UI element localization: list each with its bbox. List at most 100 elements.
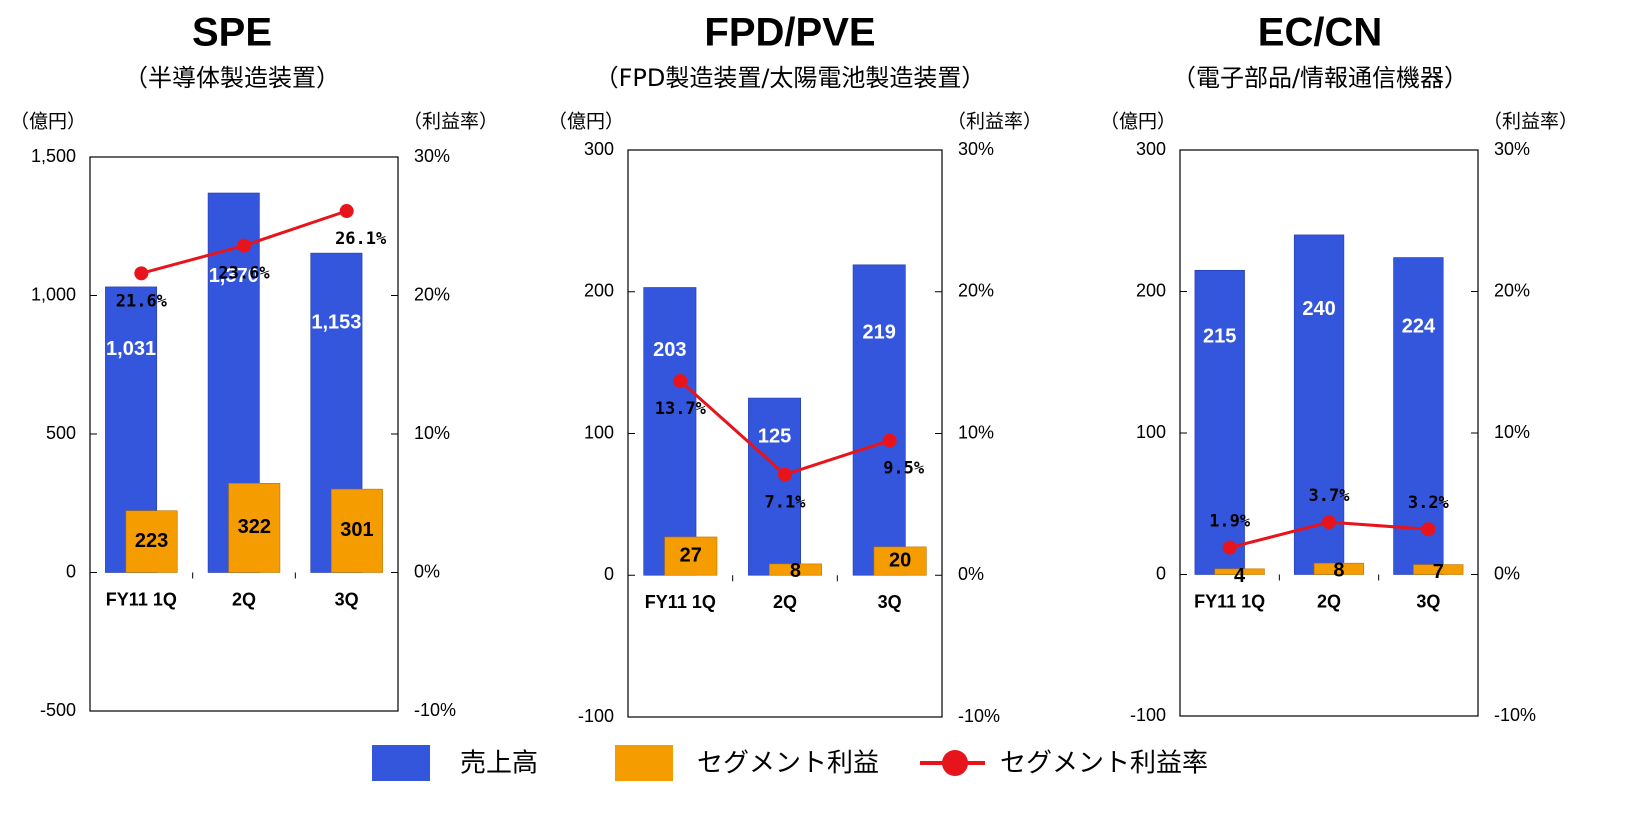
y-tick-label: -500: [40, 700, 76, 720]
chart-subtitle: （FPD製造装置/太陽電池製造装置）: [595, 64, 986, 92]
y2-tick-label: 20%: [958, 281, 994, 301]
x-tick-label: 2Q: [773, 592, 797, 612]
y-tick-label: 300: [1136, 139, 1166, 159]
line-point: [1421, 522, 1436, 537]
line-point: [882, 433, 897, 448]
bar-value-label: 1,370: [209, 265, 259, 287]
chart-title: EC/CN: [1258, 11, 1382, 55]
y2-tick-label: 10%: [414, 423, 450, 443]
bar: [664, 536, 718, 576]
bar: [1413, 564, 1464, 575]
line-point: [134, 266, 149, 281]
x-tick-label: FY11 1Q: [1194, 591, 1265, 611]
bar-value-label: 224: [1402, 316, 1436, 338]
chart-title: FPD/PVE: [704, 11, 875, 55]
bar-value-label: 223: [135, 530, 168, 552]
line-value-label: 23.6%: [218, 264, 270, 284]
bar-value-label: 203: [653, 339, 686, 361]
bar-value-label: 27: [680, 544, 702, 566]
y2-axis-label: （利益率）: [947, 111, 1042, 133]
line-point: [1222, 540, 1237, 555]
y2-tick-label: -10%: [1494, 705, 1536, 725]
line-value-label: 3.7%: [1309, 486, 1351, 506]
y-tick-label: 200: [1136, 280, 1166, 300]
line-value-label: 3.2%: [1408, 493, 1450, 513]
y2-tick-label: 20%: [1494, 280, 1530, 300]
legend-label: 売上高: [460, 749, 538, 779]
bar-value-label: 7: [1433, 561, 1444, 583]
bar: [330, 488, 383, 573]
bar: [873, 546, 927, 576]
chart-subtitle: （半導体製造装置）: [124, 64, 340, 92]
y2-tick-label: 30%: [414, 146, 450, 166]
y-tick-label: 1,500: [31, 146, 76, 166]
bar: [1393, 257, 1444, 575]
line-value-label: 26.1%: [335, 229, 387, 249]
bar: [125, 510, 178, 573]
line-value-label: 21.6%: [116, 291, 168, 311]
y2-tick-label: -10%: [414, 700, 456, 720]
line-point: [1322, 515, 1336, 530]
y-tick-label: 200: [584, 281, 614, 301]
y-tick-label: 500: [46, 423, 76, 443]
y-tick-label: -100: [1130, 705, 1166, 725]
x-tick-label: 3Q: [1416, 591, 1440, 611]
bar-value-label: 125: [758, 425, 791, 447]
y-tick-label: 0: [66, 561, 76, 581]
y-axis-label: （億円）: [548, 111, 624, 133]
x-tick-label: 2Q: [1317, 591, 1341, 611]
x-tick-label: FY11 1Q: [106, 589, 177, 609]
x-tick-label: 2Q: [232, 589, 256, 609]
bar: [1194, 269, 1245, 575]
bar-value-label: 8: [1333, 559, 1344, 581]
bar-value-label: 8: [790, 560, 801, 582]
x-tick-label: 3Q: [335, 589, 359, 609]
chart-subtitle: （電子部品/情報通信機器）: [1172, 64, 1468, 92]
bar-value-label: 301: [340, 519, 373, 541]
y-tick-label: 0: [1156, 563, 1166, 583]
y2-tick-label: 0%: [1494, 563, 1520, 583]
y2-tick-label: 30%: [1494, 139, 1530, 159]
line-point: [673, 374, 688, 389]
y2-axis-label: （利益率）: [403, 111, 498, 133]
y-tick-label: 300: [584, 139, 614, 159]
bar-value-label: 4: [1234, 565, 1246, 587]
legend-swatch: [942, 750, 968, 776]
line-point: [237, 238, 251, 253]
bar-value-label: 322: [238, 516, 271, 538]
bar: [768, 563, 822, 576]
legend-swatch: [372, 745, 430, 781]
y2-tick-label: 0%: [958, 564, 984, 584]
y2-axis-label: （利益率）: [1483, 111, 1578, 133]
y2-tick-label: 0%: [414, 561, 440, 581]
bar-value-label: 1,031: [106, 338, 156, 360]
x-tick-label: FY11 1Q: [645, 592, 716, 612]
bar: [643, 287, 697, 576]
y2-tick-label: 10%: [958, 422, 994, 442]
y-tick-label: 100: [584, 422, 614, 442]
bar: [852, 264, 906, 576]
line-value-label: 7.1%: [765, 493, 807, 513]
legend-swatch: [615, 745, 673, 781]
bar-value-label: 219: [863, 321, 896, 343]
bar-value-label: 240: [1302, 298, 1335, 320]
line-point: [339, 204, 354, 219]
y-axis-label: （億円）: [1100, 111, 1176, 133]
bar-value-label: 20: [889, 549, 911, 571]
line-value-label: 13.7%: [655, 399, 707, 419]
y-tick-label: 100: [1136, 422, 1166, 442]
y-tick-label: 0: [604, 564, 614, 584]
y-tick-label: 1,000: [31, 284, 76, 304]
legend-label: セグメント利益率: [1000, 749, 1208, 779]
legend-label: セグメント利益: [697, 749, 879, 779]
line-point: [778, 467, 792, 482]
y2-tick-label: 10%: [1494, 422, 1530, 442]
line-value-label: 9.5%: [883, 459, 925, 479]
y2-tick-label: -10%: [958, 706, 1000, 726]
bar: [1313, 562, 1365, 575]
bar-value-label: 1,153: [311, 312, 361, 334]
y2-tick-label: 20%: [414, 284, 450, 304]
y2-tick-label: 30%: [958, 139, 994, 159]
y-axis-label: （億円）: [10, 111, 86, 133]
